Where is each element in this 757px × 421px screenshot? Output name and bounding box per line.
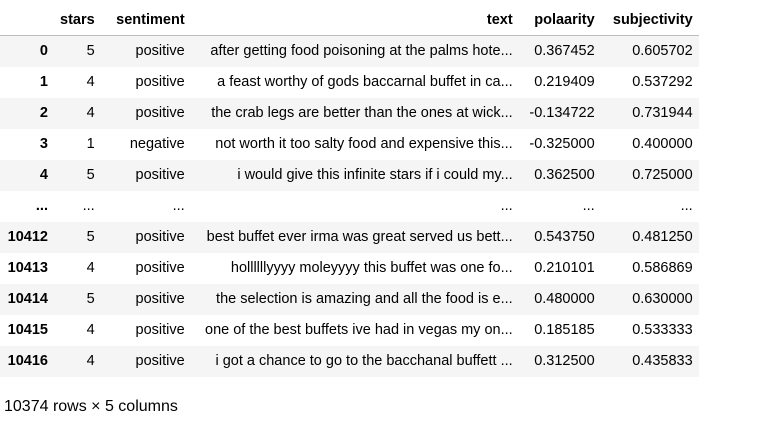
cell-sentiment: positive bbox=[135, 167, 185, 183]
cell-text: hollllllyyyy moleyyyy this buffet was on… bbox=[230, 260, 513, 276]
header-stars: stars bbox=[54, 6, 101, 36]
cell-text: the crab legs are better than the ones a… bbox=[211, 105, 513, 121]
cell-stars: 4 bbox=[86, 322, 95, 338]
cell-polarity: 0.362500 bbox=[534, 167, 595, 183]
cell-stars: 4 bbox=[86, 105, 95, 121]
cell-text: not worth it too salty food and expensiv… bbox=[215, 136, 513, 152]
cell-sentiment: positive bbox=[135, 291, 185, 307]
cell-stars: 4 bbox=[86, 260, 95, 276]
cell-text: i got a chance to go to the bacchanal bu… bbox=[215, 353, 513, 369]
cell-sentiment: positive bbox=[135, 43, 185, 59]
cell-text: best buffet ever irma was great served u… bbox=[206, 229, 513, 245]
cell-polarity: 0.543750 bbox=[534, 229, 595, 245]
cell-sentiment: positive bbox=[135, 105, 185, 121]
cell-sentiment: positive bbox=[135, 74, 185, 90]
table-row: 10416 4 positive i got a chance to go to… bbox=[0, 346, 699, 377]
table-row: 10414 5 positive the selection is amazin… bbox=[0, 284, 699, 315]
cell-subjectivity: 0.586869 bbox=[632, 260, 693, 276]
row-index: 10415 bbox=[7, 322, 48, 338]
cell-subjectivity: 0.731944 bbox=[632, 105, 693, 121]
table-row: 1 4 positive a feast worthy of gods bacc… bbox=[0, 67, 699, 98]
row-index: ... bbox=[35, 198, 48, 214]
cell-polarity: 0.367452 bbox=[534, 43, 595, 59]
table-row: 0 5 positive after getting food poisonin… bbox=[0, 35, 699, 67]
header-subjectivity: subjectivity bbox=[600, 6, 699, 36]
cell-polarity: 0.480000 bbox=[534, 291, 595, 307]
dataframe-table: stars sentiment text polaarity subjectiv… bbox=[0, 6, 699, 377]
cell-stars: 4 bbox=[86, 353, 95, 369]
row-index: 4 bbox=[39, 167, 48, 183]
table-header: stars sentiment text polaarity subjectiv… bbox=[0, 6, 699, 36]
cell-sentiment: ... bbox=[172, 198, 185, 214]
table-body: 0 5 positive after getting food poisonin… bbox=[0, 35, 699, 377]
cell-polarity: 0.210101 bbox=[534, 260, 595, 276]
cell-stars: 5 bbox=[86, 229, 95, 245]
table-row: 10415 4 positive one of the best buffets… bbox=[0, 315, 699, 346]
dataframe-output: stars sentiment text polaarity subjectiv… bbox=[0, 6, 699, 377]
ellipsis-row: ... ... ... ... ... ... bbox=[0, 191, 699, 222]
cell-sentiment: positive bbox=[135, 322, 185, 338]
table-row: 4 5 positive i would give this infinite … bbox=[0, 160, 699, 191]
header-index bbox=[0, 6, 54, 36]
table-row: 10412 5 positive best buffet ever irma w… bbox=[0, 222, 699, 253]
cell-stars: 4 bbox=[86, 74, 95, 90]
cell-subjectivity: 0.605702 bbox=[632, 43, 693, 59]
header-polarity: polaarity bbox=[518, 6, 601, 36]
cell-subjectivity: ... bbox=[680, 198, 693, 214]
cell-subjectivity: 0.537292 bbox=[632, 74, 693, 90]
cell-sentiment: positive bbox=[135, 260, 185, 276]
cell-text: after getting food poisoning at the palm… bbox=[210, 43, 513, 59]
cell-subjectivity: 0.481250 bbox=[632, 229, 693, 245]
table-row: 10413 4 positive hollllllyyyy moleyyyy t… bbox=[0, 253, 699, 284]
row-index: 10414 bbox=[7, 291, 48, 307]
cell-polarity: -0.134722 bbox=[529, 105, 595, 121]
table-row: 3 1 negative not worth it too salty food… bbox=[0, 129, 699, 160]
cell-stars: 5 bbox=[86, 291, 95, 307]
header-text: text bbox=[190, 6, 519, 36]
cell-text: ... bbox=[500, 198, 513, 214]
cell-stars: 5 bbox=[86, 167, 95, 183]
cell-polarity: 0.312500 bbox=[534, 353, 595, 369]
cell-text: i would give this infinite stars if i co… bbox=[237, 167, 513, 183]
cell-subjectivity: 0.533333 bbox=[632, 322, 693, 338]
cell-sentiment: positive bbox=[135, 353, 185, 369]
row-index: 2 bbox=[39, 105, 48, 121]
cell-subjectivity: 0.630000 bbox=[632, 291, 693, 307]
row-index: 10413 bbox=[7, 260, 48, 276]
cell-sentiment: positive bbox=[135, 229, 185, 245]
cell-subjectivity: 0.725000 bbox=[632, 167, 693, 183]
header-row: stars sentiment text polaarity subjectiv… bbox=[0, 6, 699, 36]
cell-text: one of the best buffets ive had in vegas… bbox=[205, 322, 513, 338]
cell-text: the selection is amazing and all the foo… bbox=[216, 291, 513, 307]
row-index: 0 bbox=[39, 43, 48, 59]
cell-polarity: 0.185185 bbox=[534, 322, 595, 338]
cell-sentiment: negative bbox=[129, 136, 185, 152]
header-sentiment: sentiment bbox=[100, 6, 191, 36]
cell-stars: ... bbox=[82, 198, 95, 214]
row-index: 3 bbox=[39, 136, 48, 152]
row-index: 10416 bbox=[7, 353, 48, 369]
cell-stars: 1 bbox=[86, 136, 95, 152]
row-index: 1 bbox=[39, 74, 48, 90]
cell-polarity: -0.325000 bbox=[529, 136, 595, 152]
cell-polarity: 0.219409 bbox=[534, 74, 595, 90]
cell-subjectivity: 0.435833 bbox=[632, 353, 693, 369]
cell-stars: 5 bbox=[86, 43, 95, 59]
dataframe-shape-footer: 10374 rows × 5 columns bbox=[4, 398, 178, 415]
table-row: 2 4 positive the crab legs are better th… bbox=[0, 98, 699, 129]
cell-polarity: ... bbox=[582, 198, 595, 214]
cell-text: a feast worthy of gods baccarnal buffet … bbox=[217, 74, 513, 90]
row-index: 10412 bbox=[7, 229, 48, 245]
cell-subjectivity: 0.400000 bbox=[632, 136, 693, 152]
